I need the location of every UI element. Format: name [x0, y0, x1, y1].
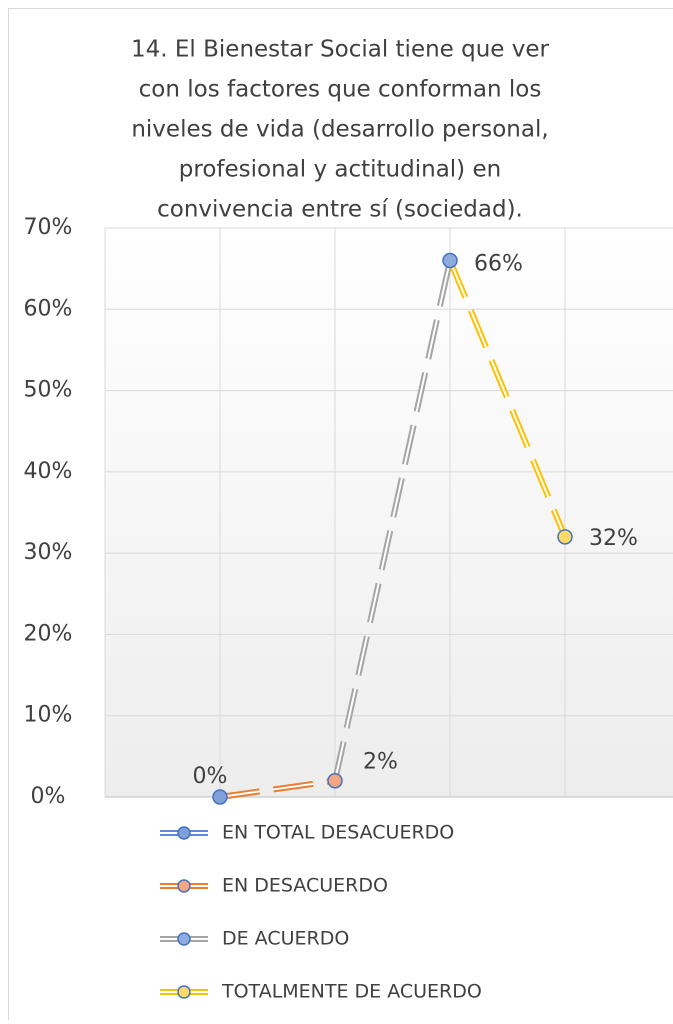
y-tick-label: 20% [24, 621, 73, 646]
chart-title: profesional y actitudinal) en [179, 157, 501, 183]
legend-marker [178, 933, 190, 945]
legend-marker [178, 827, 190, 839]
y-tick-label: 30% [24, 540, 73, 565]
chart-title: convivencia entre sí (sociedad). [157, 197, 523, 223]
data-label: 0% [193, 764, 228, 789]
legend-label: TOTALMENTE DE ACUERDO [221, 981, 482, 1003]
marker [328, 774, 342, 788]
data-label: 66% [474, 252, 523, 277]
y-tick-label: 40% [24, 459, 73, 484]
y-tick-label: 0% [31, 784, 66, 809]
marker [558, 530, 572, 544]
y-tick-label: 50% [24, 378, 73, 403]
legend-label: EN TOTAL DESACUERDO [222, 822, 454, 844]
legend-label: DE ACUERDO [222, 928, 349, 950]
data-label: 2% [363, 750, 398, 775]
legend-marker [178, 986, 190, 998]
y-tick-label: 70% [24, 215, 73, 240]
y-tick-label: 10% [24, 703, 73, 728]
data-label: 32% [589, 526, 638, 551]
chart-title: con los factores que conforman los [139, 77, 542, 103]
chart-title: 14. El Bienestar Social tiene que ver [131, 37, 550, 63]
legend-label: EN DESACUERDO [222, 875, 388, 897]
marker [213, 790, 227, 804]
plot-area [105, 228, 673, 797]
chart-title: niveles de vida (desarrollo personal, [131, 117, 548, 143]
legend-marker [178, 880, 190, 892]
marker [443, 254, 457, 268]
y-tick-label: 60% [24, 296, 73, 321]
